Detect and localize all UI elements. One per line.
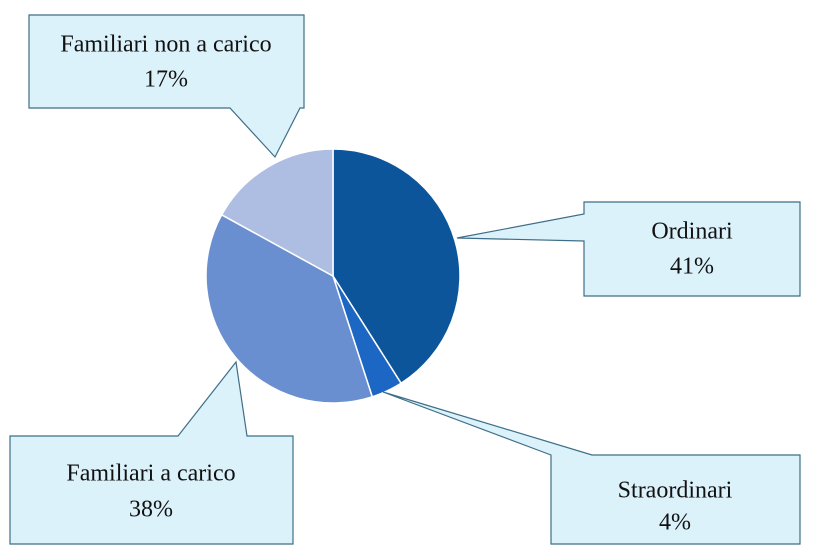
value-label: 41% [670,254,714,280]
category-label: Familiari non a carico [60,32,271,58]
value-label: 17% [144,67,188,93]
category-label: Ordinari [651,219,733,245]
callout [456,201,801,297]
pie-slice [205,213,374,404]
value-label: 4% [659,510,691,536]
category-label: Straordinari [618,478,733,504]
value-label: 38% [129,497,173,523]
callout [9,360,294,545]
callout [28,14,305,159]
callout [382,391,801,545]
pie-slice [220,148,334,278]
category-label: Familiari a carico [66,461,235,487]
